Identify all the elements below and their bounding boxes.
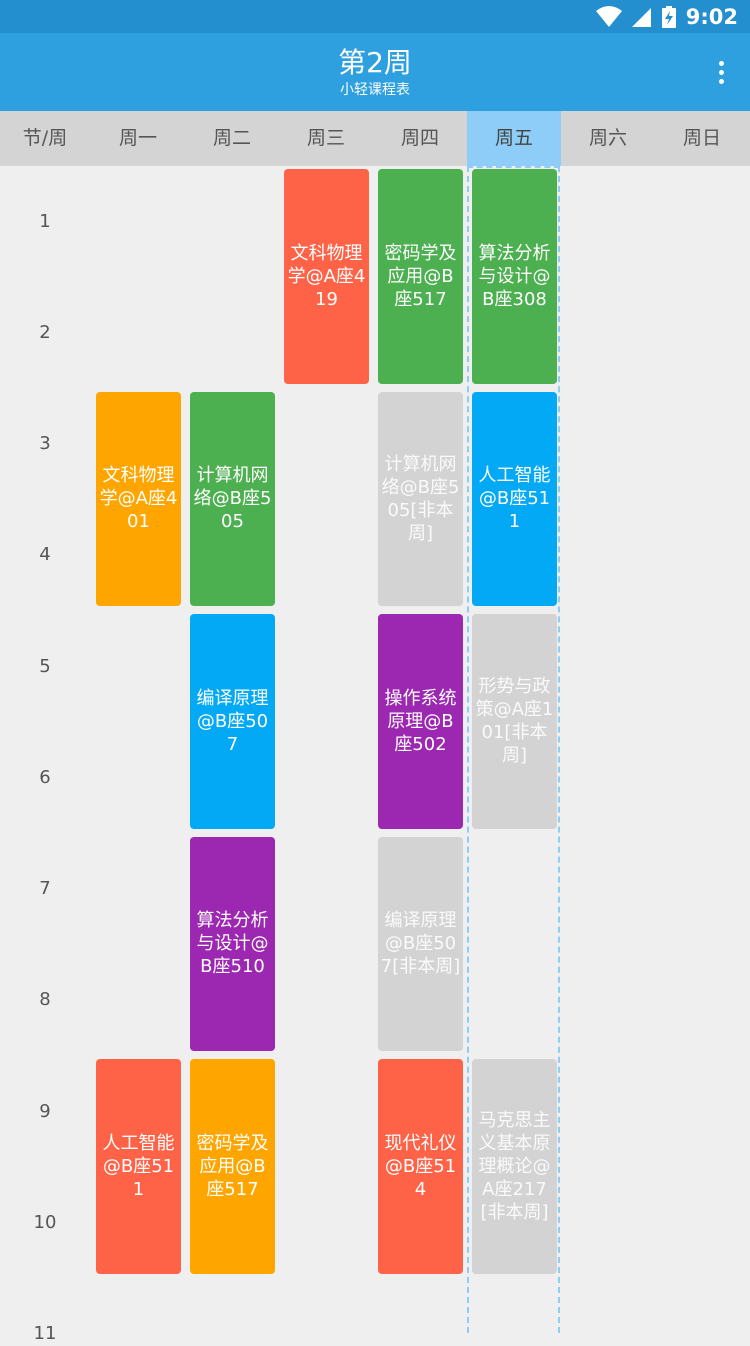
course-card[interactable]: 人工智能@B座511 xyxy=(472,391,557,606)
period-label: 5 xyxy=(39,655,51,677)
course-card[interactable]: 编译原理@B座507 xyxy=(190,614,275,829)
course-card-text: 计算机网络@B座505[非本周] xyxy=(381,453,460,544)
header-day-wed: 周三 xyxy=(306,127,345,149)
header-day-sat: 周六 xyxy=(588,127,627,149)
wifi-icon xyxy=(595,6,622,27)
course-card[interactable]: 计算机网络@B座505[非本周] xyxy=(378,391,463,606)
course-card[interactable]: 文科物理学@A座401 xyxy=(96,391,181,606)
header-corner: 节/周 xyxy=(22,127,68,149)
course-card-text: 人工智能@B座511 xyxy=(478,465,551,533)
course-card-text: 人工智能@B座511 xyxy=(102,1132,175,1200)
course-card-text: 密码学及应用@B座517 xyxy=(196,1132,269,1200)
course-card[interactable]: 算法分析与设计@B座510 xyxy=(190,836,275,1051)
course-card-text: 马克思主义基本原理概论@A座217[非本周] xyxy=(478,1109,551,1223)
course-card-text: 编译原理@B座507 xyxy=(196,687,269,755)
period-label: 10 xyxy=(33,1211,57,1233)
course-card-text: 文科物理学@A座401 xyxy=(99,465,178,533)
course-card[interactable]: 现代礼仪@B座514 xyxy=(378,1059,463,1274)
header-day-tue: 周二 xyxy=(212,127,251,149)
course-card[interactable]: 编译原理@B座507[非本周] xyxy=(378,836,463,1051)
course-card[interactable]: 密码学及应用@B座517 xyxy=(190,1059,275,1274)
period-label: 8 xyxy=(39,989,51,1011)
app-bar: 第2周 小轻课程表 xyxy=(0,33,750,111)
course-card[interactable]: 形势与政策@A座101[非本周] xyxy=(472,614,557,829)
today-column-top xyxy=(467,166,560,168)
period-label: 4 xyxy=(39,544,51,566)
header-day-mon: 周一 xyxy=(118,127,157,149)
course-card[interactable]: 算法分析与设计@B座308 xyxy=(472,169,557,384)
course-card[interactable]: 操作系统原理@B座502 xyxy=(378,614,463,829)
period-label: 11 xyxy=(33,1323,57,1345)
week-header: 节/周 周一 周二 周三 周四 周五 周六 周日 xyxy=(0,111,750,166)
period-label: 3 xyxy=(39,433,51,455)
course-card-text: 操作系统原理@B座502 xyxy=(384,687,457,755)
battery-charging-icon xyxy=(661,6,676,28)
course-card-text: 形势与政策@A座101[非本周] xyxy=(475,676,554,767)
status-bar: 9:02 xyxy=(0,0,750,33)
today-column-highlight xyxy=(467,166,560,1333)
period-label: 1 xyxy=(39,210,51,232)
period-label: 9 xyxy=(39,1100,51,1122)
status-time: 9:02 xyxy=(685,5,738,29)
course-card[interactable]: 密码学及应用@B座517 xyxy=(378,169,463,384)
period-label: 2 xyxy=(39,321,51,343)
header-day-fri: 周五 xyxy=(467,111,561,166)
course-card[interactable]: 人工智能@B座511 xyxy=(96,1059,181,1274)
app-subtitle: 小轻课程表 xyxy=(340,82,410,98)
header-day-sun: 周日 xyxy=(682,127,721,149)
course-card[interactable]: 计算机网络@B座505 xyxy=(190,391,275,606)
period-label: 6 xyxy=(39,766,51,788)
course-card-text: 算法分析与设计@B座308 xyxy=(478,242,551,310)
course-card-text: 文科物理学@A座419 xyxy=(287,242,366,310)
period-label: 7 xyxy=(39,878,51,900)
course-card-text: 现代礼仪@B座514 xyxy=(384,1132,457,1200)
more-vert-icon[interactable] xyxy=(706,57,736,87)
signal-icon xyxy=(631,8,651,27)
status-icons: 9:02 xyxy=(595,4,738,30)
course-card-text: 计算机网络@B座505 xyxy=(193,465,272,533)
course-card[interactable]: 马克思主义基本原理概论@A座217[非本周] xyxy=(472,1059,557,1274)
header-day-thu: 周四 xyxy=(400,127,439,149)
course-card-text: 编译原理@B座507[非本周] xyxy=(380,910,461,978)
course-card-text: 密码学及应用@B座517 xyxy=(384,242,457,310)
course-card-text: 算法分析与设计@B座510 xyxy=(196,910,269,978)
week-title[interactable]: 第2周 xyxy=(338,46,412,79)
course-card[interactable]: 文科物理学@A座419 xyxy=(284,169,369,384)
